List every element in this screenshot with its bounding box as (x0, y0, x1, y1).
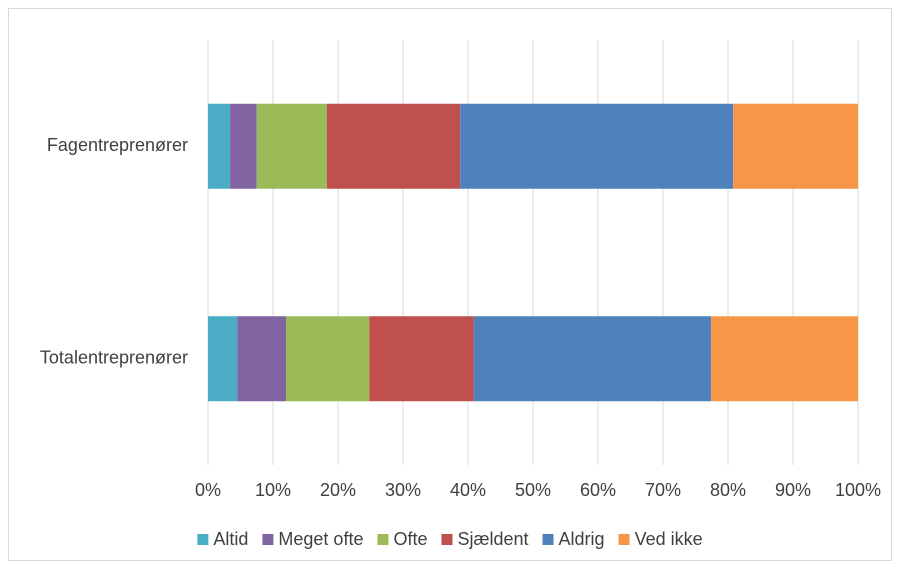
legend-swatch (377, 534, 389, 545)
x-tick-label: 0% (195, 480, 221, 500)
legend-swatch (441, 534, 453, 545)
x-tick-label: 60% (580, 480, 616, 500)
bar-segment (369, 316, 474, 402)
legend-label: Altid (213, 529, 248, 549)
bar-segment (208, 103, 231, 189)
x-tick-label: 10% (255, 480, 291, 500)
x-tick-label: 80% (710, 480, 746, 500)
legend-label: Aldrig (559, 529, 605, 549)
legend-swatch (197, 534, 209, 545)
legend-label: Sjældent (457, 529, 528, 549)
x-tick-label: 70% (645, 480, 681, 500)
x-tick-label: 90% (775, 480, 811, 500)
x-tick-label: 20% (320, 480, 356, 500)
x-tick-label: 50% (515, 480, 551, 500)
bar-segment (230, 103, 257, 189)
chart-border (8, 8, 892, 561)
x-tick-label: 100% (835, 480, 881, 500)
y-tick-label: Totalentreprenører (40, 348, 188, 368)
bar-segment (711, 316, 858, 402)
x-tick-label: 40% (450, 480, 486, 500)
bar-segment (256, 103, 327, 189)
bar-segment (473, 316, 712, 402)
bar-segment (326, 103, 461, 189)
legend-swatch (618, 534, 630, 545)
bar-segment (733, 103, 858, 189)
bar-segment (286, 316, 370, 402)
legend-swatch (262, 534, 274, 545)
legend-label: Ofte (393, 529, 427, 549)
y-tick-label: Fagentreprenører (47, 135, 188, 155)
bar-segment (460, 103, 734, 189)
legend-swatch (542, 534, 554, 545)
legend-label: Ved ikke (635, 529, 703, 549)
bar-segment (208, 316, 238, 402)
bar-segment (237, 316, 286, 402)
legend-label: Meget ofte (278, 529, 363, 549)
x-tick-label: 30% (385, 480, 421, 500)
